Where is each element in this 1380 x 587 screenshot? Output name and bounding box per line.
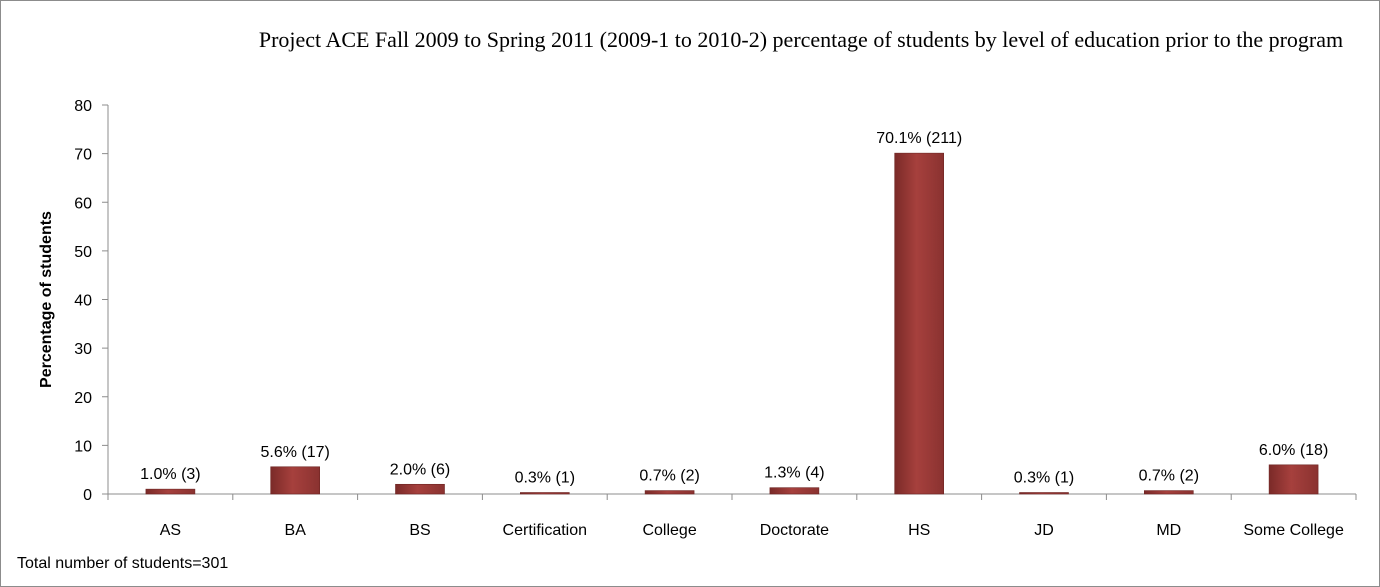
bar [1019, 492, 1069, 495]
bar [145, 488, 196, 495]
data-label: 5.6% (17) [261, 444, 330, 461]
bar [270, 466, 321, 495]
data-label: 2.0% (6) [390, 461, 450, 478]
data-label: 0.7% (2) [639, 468, 699, 485]
category-label: BA [285, 522, 307, 539]
data-label: 0.3% (1) [515, 470, 575, 487]
y-tick-label: 60 [74, 195, 92, 212]
category-label: HS [908, 522, 930, 539]
chart-title: Project ACE Fall 2009 to Spring 2011 (20… [258, 27, 1344, 52]
category-label: BS [409, 522, 430, 539]
data-label: 1.3% (4) [764, 465, 824, 482]
bar [519, 492, 570, 495]
bar [1268, 464, 1319, 495]
category-label: College [642, 522, 696, 539]
y-tick-label: 30 [74, 341, 92, 358]
footnote: Total number of students=301 [17, 555, 229, 572]
data-label: 1.0% (3) [140, 466, 200, 483]
y-tick-label: 0 [83, 487, 92, 504]
y-axis-title: Percentage of students [38, 211, 55, 388]
category-label: Some College [1243, 522, 1344, 539]
category-label: Certification [503, 522, 587, 539]
y-tick-label: 80 [74, 98, 92, 115]
data-label: 0.3% (1) [1014, 470, 1074, 487]
bar [395, 483, 445, 495]
bar [894, 152, 945, 495]
y-tick-label: 40 [74, 293, 92, 310]
y-tick-label: 50 [74, 244, 92, 261]
bar [644, 490, 695, 495]
category-label: MD [1156, 522, 1181, 539]
y-tick-label: 10 [74, 438, 92, 455]
y-tick-label: 70 [74, 147, 92, 164]
category-label: Doctorate [760, 522, 829, 539]
data-label: 70.1% (211) [876, 130, 962, 147]
bar [769, 487, 820, 495]
category-label: AS [160, 522, 181, 539]
category-label: JD [1034, 522, 1054, 539]
bars [145, 152, 1319, 495]
bar [1144, 490, 1194, 495]
data-label: 6.0% (18) [1259, 442, 1328, 459]
labels: 1.0% (3) AS 5.6% (17) BA 2.0% (6) BS 0.3% (1) C… [140, 130, 1344, 539]
y-tick-label: 20 [74, 390, 92, 407]
data-label: 0.7% (2) [1139, 468, 1199, 485]
axes: 0 10 20 30 40 50 60 70 80 Percentage of students [38, 98, 1357, 504]
